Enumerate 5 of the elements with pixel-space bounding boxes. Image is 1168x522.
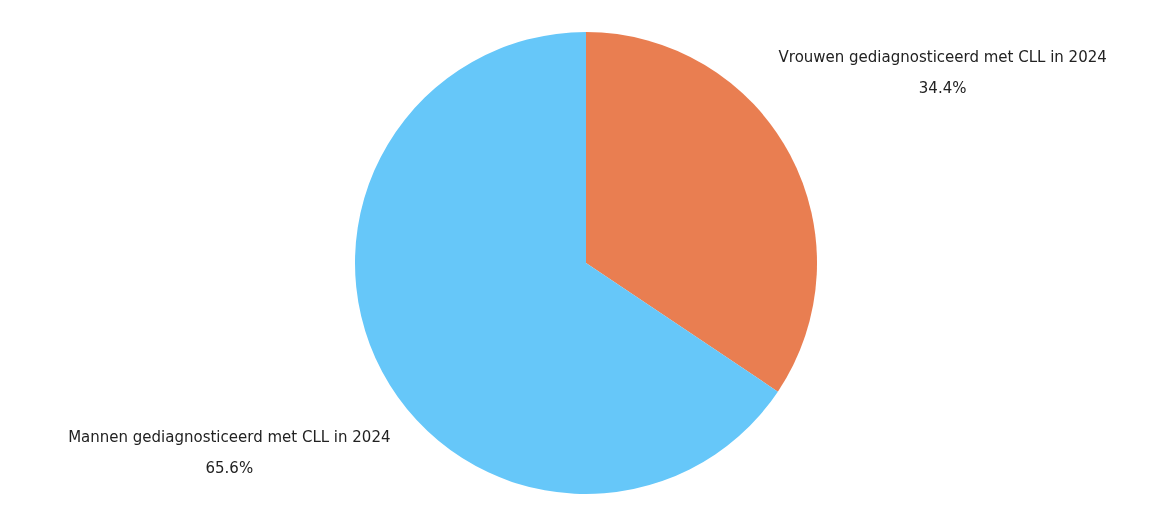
- slice-label: Vrouwen gediagnosticeerd met CLL in 2024: [778, 47, 1107, 66]
- data-label: 65.6%: [205, 459, 254, 478]
- data-label: 34.4%: [918, 78, 967, 97]
- pie-slice: [355, 32, 778, 494]
- slice-label: Mannen gediagnosticeerd met CLL in 2024: [68, 428, 391, 447]
